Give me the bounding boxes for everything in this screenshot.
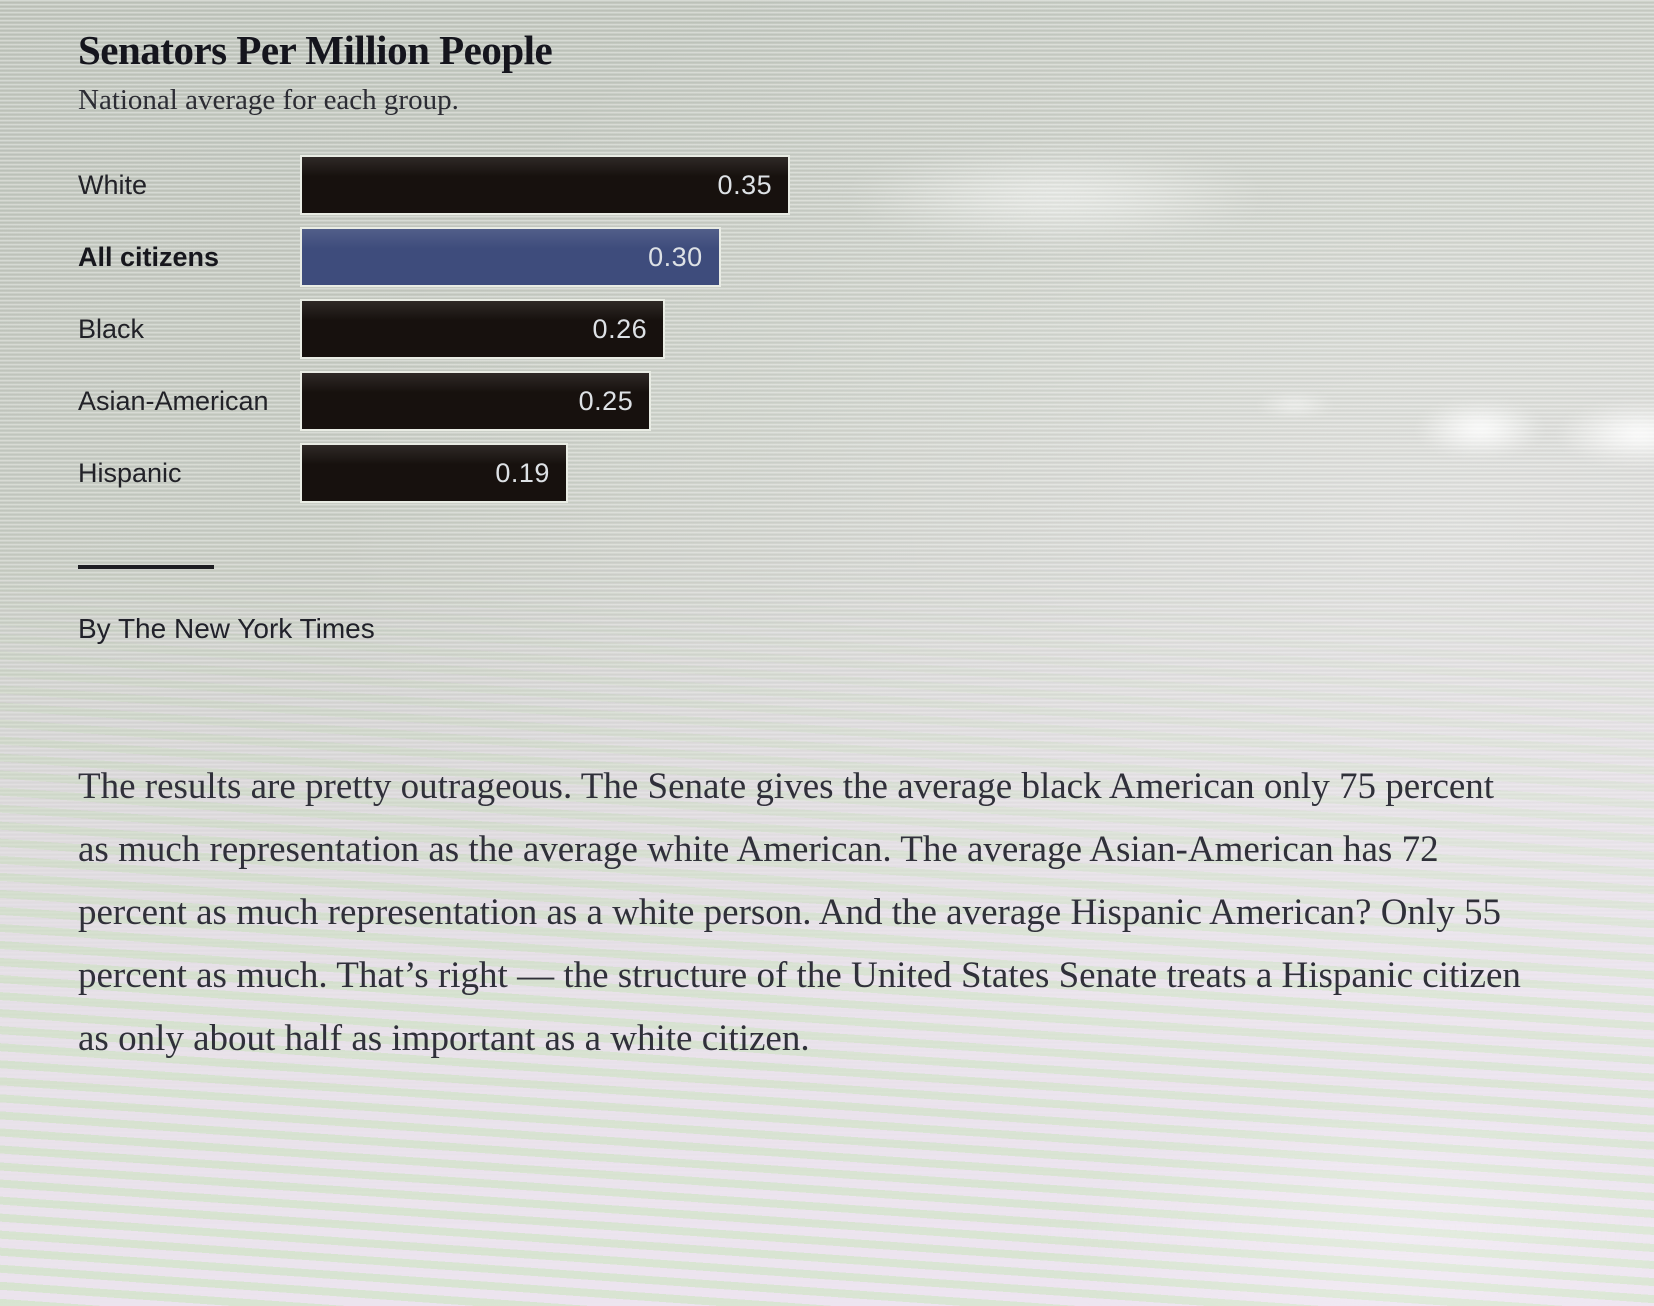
chart-subtitle: National average for each group. [78,84,459,116]
bar-value-label: 0.19 [495,457,550,488]
bar-value-label: 0.25 [578,385,634,416]
chart-row: Black 0.26 [78,293,1654,365]
bar-track: 0.30 [300,227,800,287]
bar-value-label: 0.30 [648,241,703,272]
bar-all-citizens: 0.30 [300,227,721,287]
bar-track: 0.19 [300,443,800,503]
chart-row: Hispanic 0.19 [78,437,1654,509]
chart-rows: White 0.35 All citizens 0.30 Black 0.26 Asian-… [78,149,1654,509]
bar-value-label: 0.26 [592,313,648,344]
bar-black: 0.26 [300,299,666,359]
source-divider [78,565,214,569]
category-label: Black [78,313,145,344]
chart-title: Senators Per Million People [78,27,553,73]
byline: By The New York Times [78,613,375,644]
article-paragraph: The results are pretty outrageous. The S… [78,766,1521,1059]
chart-row: Asian-American 0.25 [78,365,1654,437]
bar-white: 0.35 [300,155,791,215]
glare-spot [1050,1080,1654,1306]
category-label: Asian-American [78,385,269,416]
chart-row: All citizens 0.30 [78,221,1654,293]
category-label: White [78,169,148,200]
bar-hispanic: 0.19 [300,443,568,503]
bar-value-label: 0.35 [717,169,773,200]
article-body: The results are pretty outrageous. The S… [78,755,1654,1070]
bar-chart: Senators Per Million People National ave… [78,26,1654,645]
category-label: All citizens [78,241,220,272]
bar-asian-american: 0.25 [300,371,652,431]
bar-track: 0.35 [300,155,800,215]
bar-track: 0.26 [300,299,800,359]
page-content: Senators Per Million People National ave… [78,26,1654,1070]
bar-track: 0.25 [300,371,800,431]
chart-row: White 0.35 [78,149,1654,221]
category-label: Hispanic [78,457,182,488]
